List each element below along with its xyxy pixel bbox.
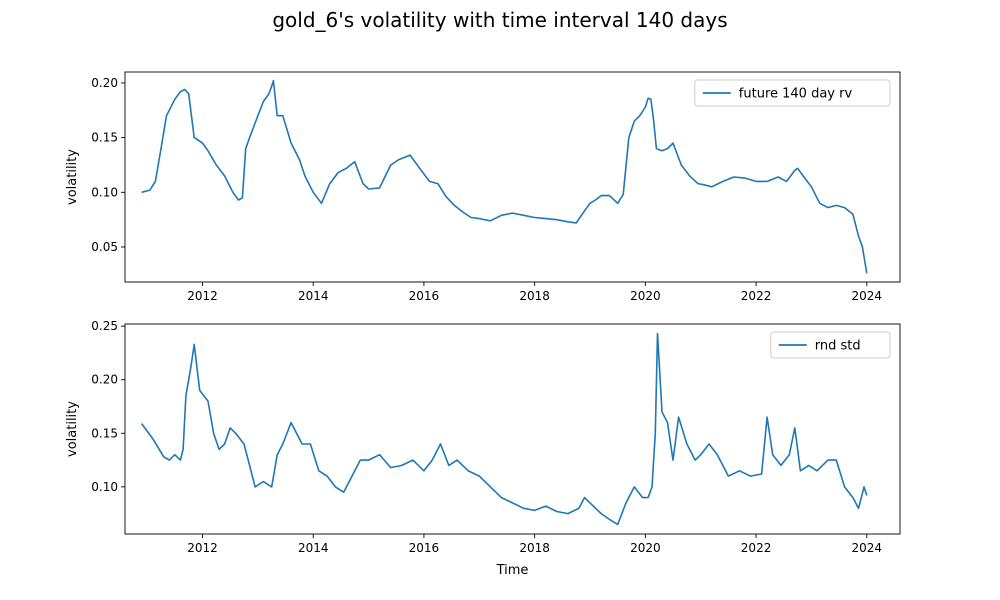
y-tick-label: 0.15 [91, 131, 118, 145]
x-tick-label: 2012 [187, 289, 218, 303]
x-tick-label: 2014 [298, 289, 329, 303]
y-tick-label: 0.25 [91, 319, 118, 333]
y-axis-label: volatility [65, 149, 80, 205]
subplot-1: 2012 2014 2016 2018 2020 2022 2024 0.05 0.10 0.15… [65, 71, 901, 303]
axes-frame [124, 71, 901, 283]
x-tick-label: 2020 [630, 541, 661, 555]
x-tick-label: 2014 [298, 541, 329, 555]
x-tick-label: 2024 [852, 541, 883, 555]
x-tick-label: 2018 [519, 289, 550, 303]
x-tick-label: 2012 [187, 541, 218, 555]
y-tick-label: 0.10 [91, 185, 118, 199]
legend: rnd std [770, 331, 891, 359]
x-tick-label: 2022 [741, 289, 772, 303]
subplot-2: 2012 2014 2016 2018 2020 2022 2024 0.10 0.15 0.20… [65, 319, 901, 578]
figure-title: gold_6's volatility with time interval 1… [272, 8, 728, 32]
legend-label: rnd std [815, 339, 861, 354]
y-tick-label: 0.10 [91, 480, 118, 494]
axes-frame [124, 323, 901, 535]
legend: future 140 day rv [694, 79, 891, 107]
y-tick-label: 0.05 [91, 240, 118, 254]
x-tick-label: 2016 [409, 541, 440, 555]
x-tick-label: 2016 [409, 289, 440, 303]
x-tick-label: 2024 [852, 289, 883, 303]
x-tick-label: 2020 [630, 289, 661, 303]
x-axis-label: Time [496, 563, 529, 578]
legend-box [694, 79, 891, 107]
series-line-1 [140, 332, 868, 526]
y-tick-label: 0.15 [91, 426, 118, 440]
legend-label: future 140 day rv [739, 87, 853, 102]
y-axis-label: volatility [65, 401, 80, 457]
legend-box [770, 331, 891, 359]
x-tick-label: 2018 [519, 541, 550, 555]
x-tick-label: 2022 [741, 541, 772, 555]
series-line-1 [141, 79, 868, 274]
y-tick-label: 0.20 [91, 76, 118, 90]
y-tick-label: 0.20 [91, 373, 118, 387]
